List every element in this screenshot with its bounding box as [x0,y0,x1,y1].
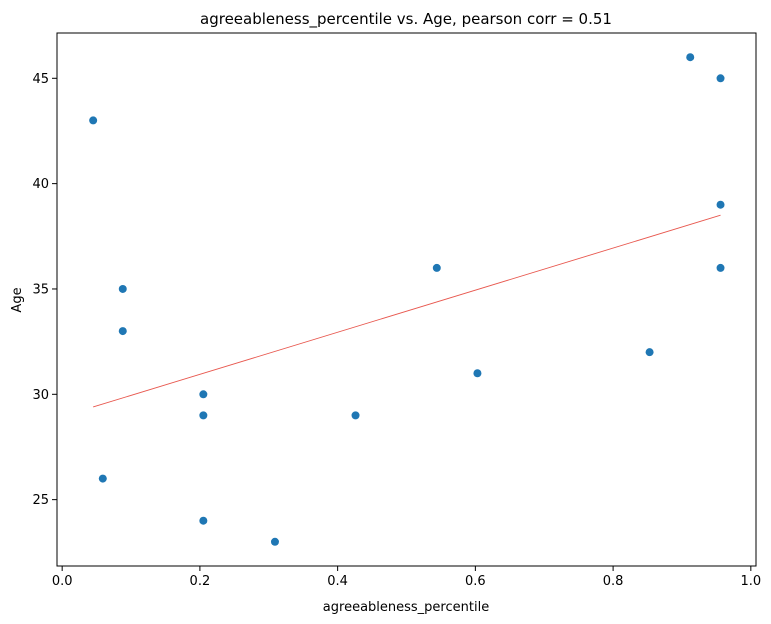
plot-frame [56,32,757,567]
data-points-layer [89,53,725,546]
x-tick-label: 1.0 [740,574,761,589]
x-tick-label: 0.6 [465,574,486,589]
data-point [432,263,441,272]
y-tick-label: 40 [32,177,49,192]
y-tick-label: 45 [32,72,49,87]
data-point [98,474,107,483]
y-tick-label: 30 [32,388,49,403]
y-tick-label: 35 [32,282,49,297]
x-tick-label: 0.8 [603,574,624,589]
data-point [199,516,208,525]
x-tick-label: 0.4 [327,574,348,589]
chart-title: agreeableness_percentile vs. Age, pearso… [200,10,612,29]
y-axis-label: Age [10,287,25,312]
x-tick-label: 0.2 [190,574,211,589]
data-point [716,263,725,272]
data-point [199,390,208,399]
data-point [716,200,725,209]
trendline-layer [93,214,721,408]
data-point [473,369,482,378]
trendline [93,214,721,408]
data-point [716,74,725,83]
y-tick-label: 25 [32,493,49,508]
y-axis-ticks: 25 30 35 40 45 [32,72,57,508]
x-tick-label: 0.0 [52,574,73,589]
x-axis-ticks: 0.0 0.2 0.4 0.6 0.8 1.0 [52,566,761,589]
data-point [89,116,98,125]
data-point [270,537,279,546]
x-axis-label: agreeableness_percentile [323,600,489,615]
data-point [199,411,208,420]
data-point [686,53,695,62]
data-point [645,348,654,357]
data-point [351,411,360,420]
data-point [118,327,127,336]
data-point [118,284,127,293]
